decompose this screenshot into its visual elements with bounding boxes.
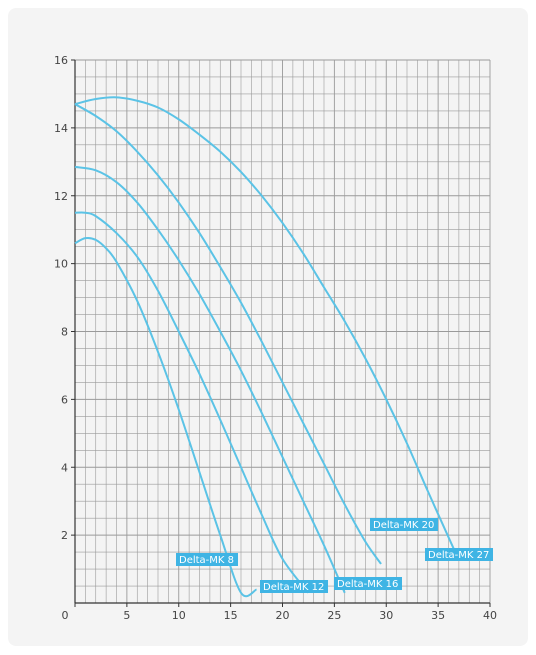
axes xyxy=(71,59,491,607)
x-tick-label: 25 xyxy=(327,609,341,622)
curve-label-background xyxy=(370,518,438,531)
x-tick-label: 15 xyxy=(224,609,238,622)
curve-label-background xyxy=(425,548,493,561)
y-tick-label: 2 xyxy=(61,529,68,542)
series-line-4 xyxy=(74,103,382,565)
curve-label-3: Delta-MK 16 xyxy=(334,577,402,590)
tick-labels: 0 5 10 15 20 25 30 35 40 2 4 6 8 10 12 14 16 xyxy=(54,54,497,622)
y-tick-label: 6 xyxy=(61,393,68,406)
curve-label-text: Delta-MK 20 xyxy=(373,520,434,531)
curve-label-background xyxy=(260,580,328,593)
series-line-3 xyxy=(74,165,346,594)
y-tick-label: 10 xyxy=(54,258,68,271)
curve-label-5: Delta-MK 27 xyxy=(425,548,493,561)
x-tick-label: 10 xyxy=(172,609,186,622)
curves xyxy=(74,96,455,598)
x-tick-label: 5 xyxy=(123,609,130,622)
y-tick-label: 14 xyxy=(54,122,68,135)
curve-label-2: Delta-MK 12 xyxy=(260,580,328,593)
curve-label-background xyxy=(176,553,238,566)
x-tick-label: 35 xyxy=(431,609,445,622)
curve-label-text: Delta-MK 8 xyxy=(179,555,234,566)
series-line-2 xyxy=(74,211,310,594)
x-tick-label: 0 xyxy=(62,609,69,622)
y-tick-label: 16 xyxy=(54,54,68,67)
x-tick-label: 40 xyxy=(483,609,497,622)
curve-label-1: Delta-MK 8 xyxy=(176,553,238,566)
curve-label-text: Delta-MK 12 xyxy=(263,582,324,593)
curve-label-4: Delta-MK 20 xyxy=(370,518,438,531)
y-tick-label: 4 xyxy=(61,461,68,474)
y-tick-label: 8 xyxy=(61,326,68,339)
x-tick-label: 30 xyxy=(379,609,393,622)
series-line-5 xyxy=(74,96,455,550)
y-tick-label: 12 xyxy=(54,190,68,203)
x-tick-label: 20 xyxy=(276,609,290,622)
curve-labels: Delta-MK 8 Delta-MK 12 Delta-MK 16 Delta-MK… xyxy=(176,518,493,593)
curve-label-text: Delta-MK 27 xyxy=(428,550,489,561)
series-line-1 xyxy=(74,236,258,598)
curve-label-text: Delta-MK 16 xyxy=(337,579,398,590)
curve-label-background xyxy=(334,577,402,590)
